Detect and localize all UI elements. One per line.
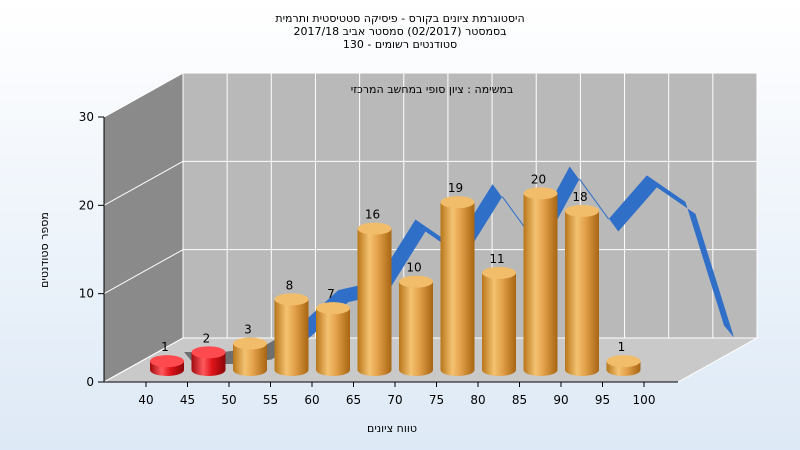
x-tick-label: 50 [221,393,236,407]
curve-segment-front [299,166,734,338]
bar [316,302,350,376]
bar-value-label: 11 [489,252,504,266]
y-axis-label: מספר סטודנטים [38,212,51,288]
bar-top [399,275,433,288]
bar-value-label: 8 [286,278,294,292]
y-tick-label: 20 [79,198,94,212]
bar-top [482,266,516,279]
x-tick-label: 70 [387,393,402,407]
bar [565,205,599,376]
bar-body [233,343,267,376]
bar [523,187,558,376]
bar-top [316,302,350,315]
bar-top [150,355,184,368]
x-tick-label: 95 [595,393,610,407]
bar-value-label: 18 [572,190,587,204]
bar-top [606,355,641,368]
left-wall [103,72,184,383]
chart-title-line-3: סטודנטים רשומים - 130 [343,38,457,51]
y-tick-label: 0 [86,375,94,389]
x-tick-label: 60 [304,393,319,407]
bar-body [357,228,392,376]
bar-body [191,352,226,376]
x-axis-label: טווח ציונים [367,422,417,435]
bar [150,355,184,376]
bar-value-label: 2 [203,331,211,345]
bar-top [523,187,558,200]
bar [357,222,392,376]
bar-body [274,299,309,376]
bar-top [440,196,475,209]
bar-series: 1 2 3 8 7 16 10 19 11 20 18 1 [150,172,641,376]
x-tick-label: 100 [633,393,656,407]
x-tick-label: 85 [512,393,527,407]
bar [482,266,516,376]
y-tick-labels: 0 10 20 30 [79,110,104,389]
chart-title-line-2: בסמסטר (02/2017) סמסטר אביב 2017/18 [293,25,506,38]
grid-line-left-1 [103,249,184,295]
bar [399,275,433,376]
y-tick-label: 30 [79,110,94,124]
bar [274,293,309,376]
bar-body [482,272,516,376]
x-tick-label: 45 [180,393,195,407]
bar [440,196,475,376]
bar-body [399,281,433,376]
bar-body [565,211,599,376]
x-tick-labels: 40 45 50 55 60 65 70 75 80 85 90 95 100 [138,382,655,407]
bar-value-label: 20 [531,172,546,186]
bar [233,337,267,376]
x-tick-label: 80 [470,393,485,407]
x-tick-label: 75 [429,393,444,407]
bar-top [357,222,392,235]
bar-value-label: 16 [365,208,380,222]
bar-value-label: 1 [618,340,626,354]
x-tick-label: 55 [263,393,278,407]
bar-top [233,337,267,350]
x-tick-label: 90 [553,393,568,407]
bar-top [191,346,226,359]
bar-value-label: 19 [448,181,463,195]
bar-body [440,202,475,376]
bar-body [316,308,350,376]
grid-line-left-2 [103,160,184,206]
grid-line-left-0 [103,337,184,383]
bar-top [565,205,599,217]
bar [606,355,641,376]
bar [191,346,226,376]
chart-title-line-1: היסטוגרמת ציונים בקורס - פיסיקה סטטיסטית… [275,12,524,25]
x-tick-label: 65 [346,393,361,407]
bar-value-label: 3 [244,323,252,337]
bar-body [523,193,558,376]
x-tick-label: 40 [138,393,153,407]
chart-subtitle: במשימה : ציון סופי במחשב המרכזי [351,83,514,96]
bar-value-label: 7 [327,287,335,301]
bar-top [274,293,309,306]
y-tick-label: 10 [79,287,94,301]
bar-value-label: 10 [406,261,421,275]
bar-value-label: 1 [161,340,169,354]
axes [103,117,678,383]
grid-line-left-3 [103,72,184,118]
